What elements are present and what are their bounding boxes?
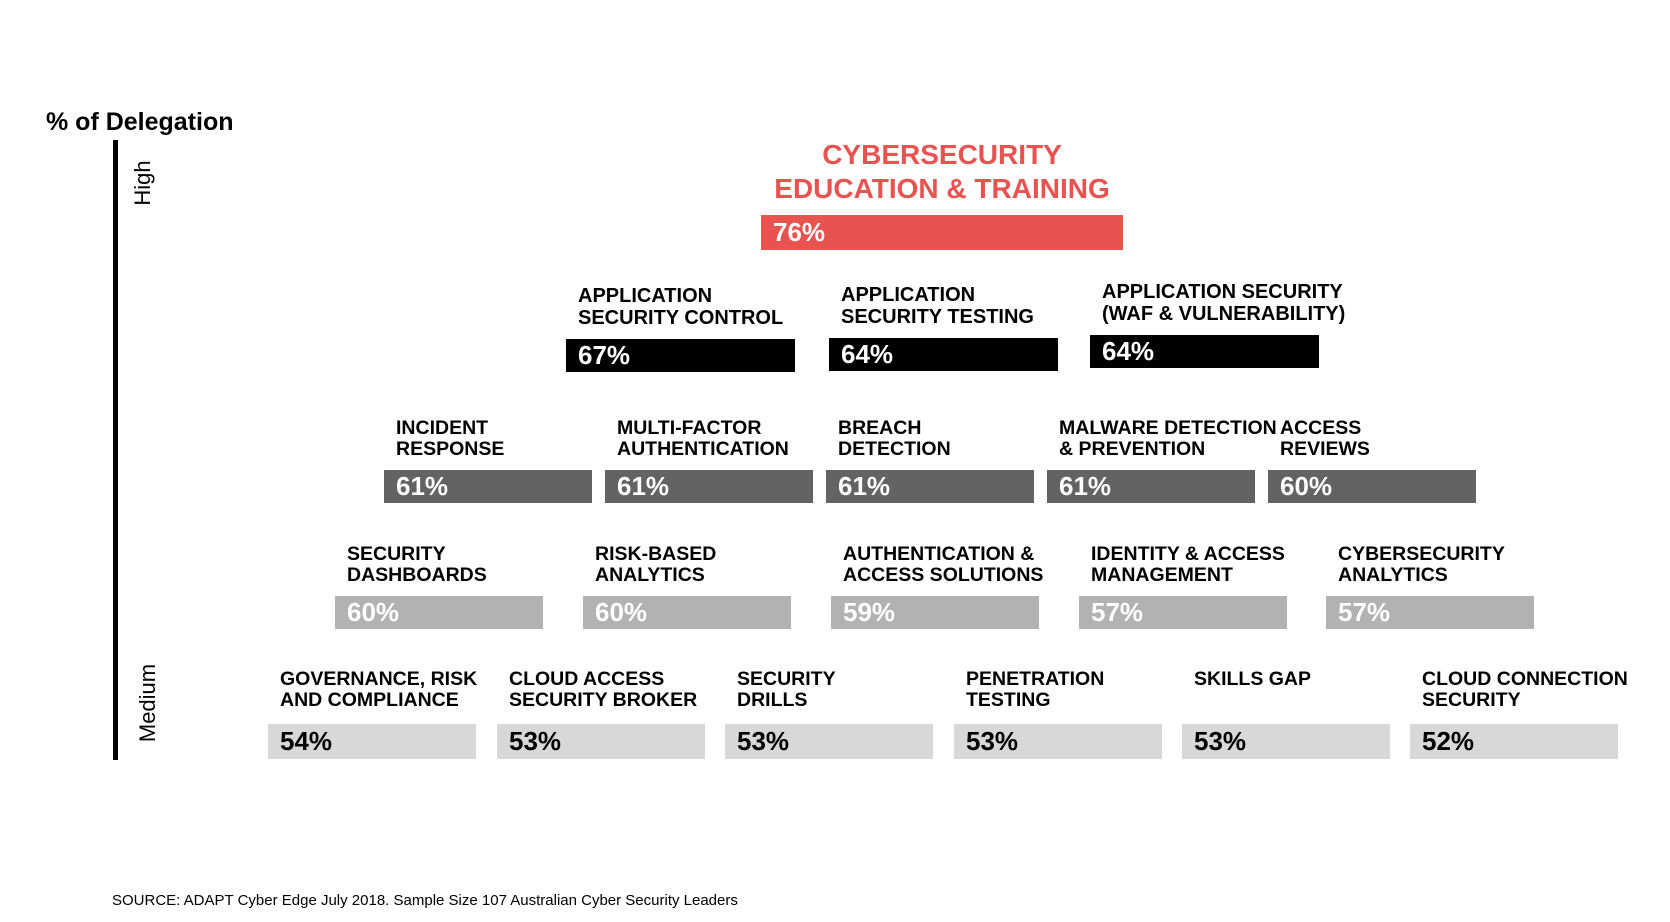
category-label: AUTHENTICATION & ACCESS SOLUTIONS: [843, 543, 1044, 587]
value-bar: 64%: [829, 338, 1058, 371]
value-bar: 60%: [1268, 470, 1476, 503]
category-label: APPLICATION SECURITY (WAF & VULNERABILIT…: [1102, 281, 1346, 325]
category-label: RISK-BASED ANALYTICS: [595, 543, 717, 587]
value-bar: 53%: [725, 724, 933, 759]
value-bar: 57%: [1326, 596, 1534, 629]
category-label: IDENTITY & ACCESS MANAGEMENT: [1091, 543, 1285, 587]
category-label: INCIDENT RESPONSE: [396, 417, 505, 461]
category-label: APPLICATION SECURITY TESTING: [841, 284, 1034, 328]
category-label: MALWARE DETECTION & PREVENTION: [1059, 417, 1277, 461]
y-axis-medium-label: Medium: [135, 663, 160, 743]
source-note: SOURCE: ADAPT Cyber Edge July 2018. Samp…: [112, 892, 738, 909]
value-bar: 52%: [1410, 724, 1618, 759]
value-bar: 61%: [384, 470, 592, 503]
category-label: APPLICATION SECURITY CONTROL: [578, 285, 784, 329]
category-label: ACCESS REVIEWS: [1280, 417, 1370, 461]
category-label: SKILLS GAP: [1194, 668, 1312, 690]
category-label: CYBERSECURITY EDUCATION & TRAINING: [774, 139, 1110, 204]
value-bar: 61%: [605, 470, 813, 503]
value-bar: 53%: [954, 724, 1162, 759]
value-bar: 59%: [831, 596, 1039, 629]
category-label: MULTI-FACTOR AUTHENTICATION: [617, 417, 789, 461]
value-bar: 64%: [1090, 335, 1319, 368]
value-bar: 61%: [826, 470, 1034, 503]
value-bar: 61%: [1047, 470, 1255, 503]
value-bar: 60%: [583, 596, 791, 629]
category-label: SECURITY DASHBOARDS: [347, 543, 487, 587]
category-label: SECURITY DRILLS: [737, 668, 836, 712]
value-bar: 57%: [1079, 596, 1287, 629]
y-axis-high-label: High: [130, 160, 155, 206]
value-bar: 76%: [761, 215, 1123, 250]
category-label: CLOUD ACCESS SECURITY BROKER: [509, 668, 698, 712]
category-label: CYBERSECURITY ANALYTICS: [1338, 543, 1505, 587]
category-label: CLOUD CONNECTION SECURITY: [1422, 668, 1628, 712]
category-label: PENETRATION TESTING: [966, 668, 1105, 712]
value-bar: 54%: [268, 724, 476, 759]
value-bar: 53%: [1182, 724, 1390, 759]
category-label: BREACH DETECTION: [838, 417, 951, 461]
value-bar: 67%: [566, 339, 795, 372]
y-axis-title: % of Delegation: [46, 108, 234, 136]
y-axis-line: [113, 140, 118, 760]
value-bar: 60%: [335, 596, 543, 629]
category-label: GOVERNANCE, RISK AND COMPLIANCE: [280, 668, 478, 712]
value-bar: 53%: [497, 724, 705, 759]
